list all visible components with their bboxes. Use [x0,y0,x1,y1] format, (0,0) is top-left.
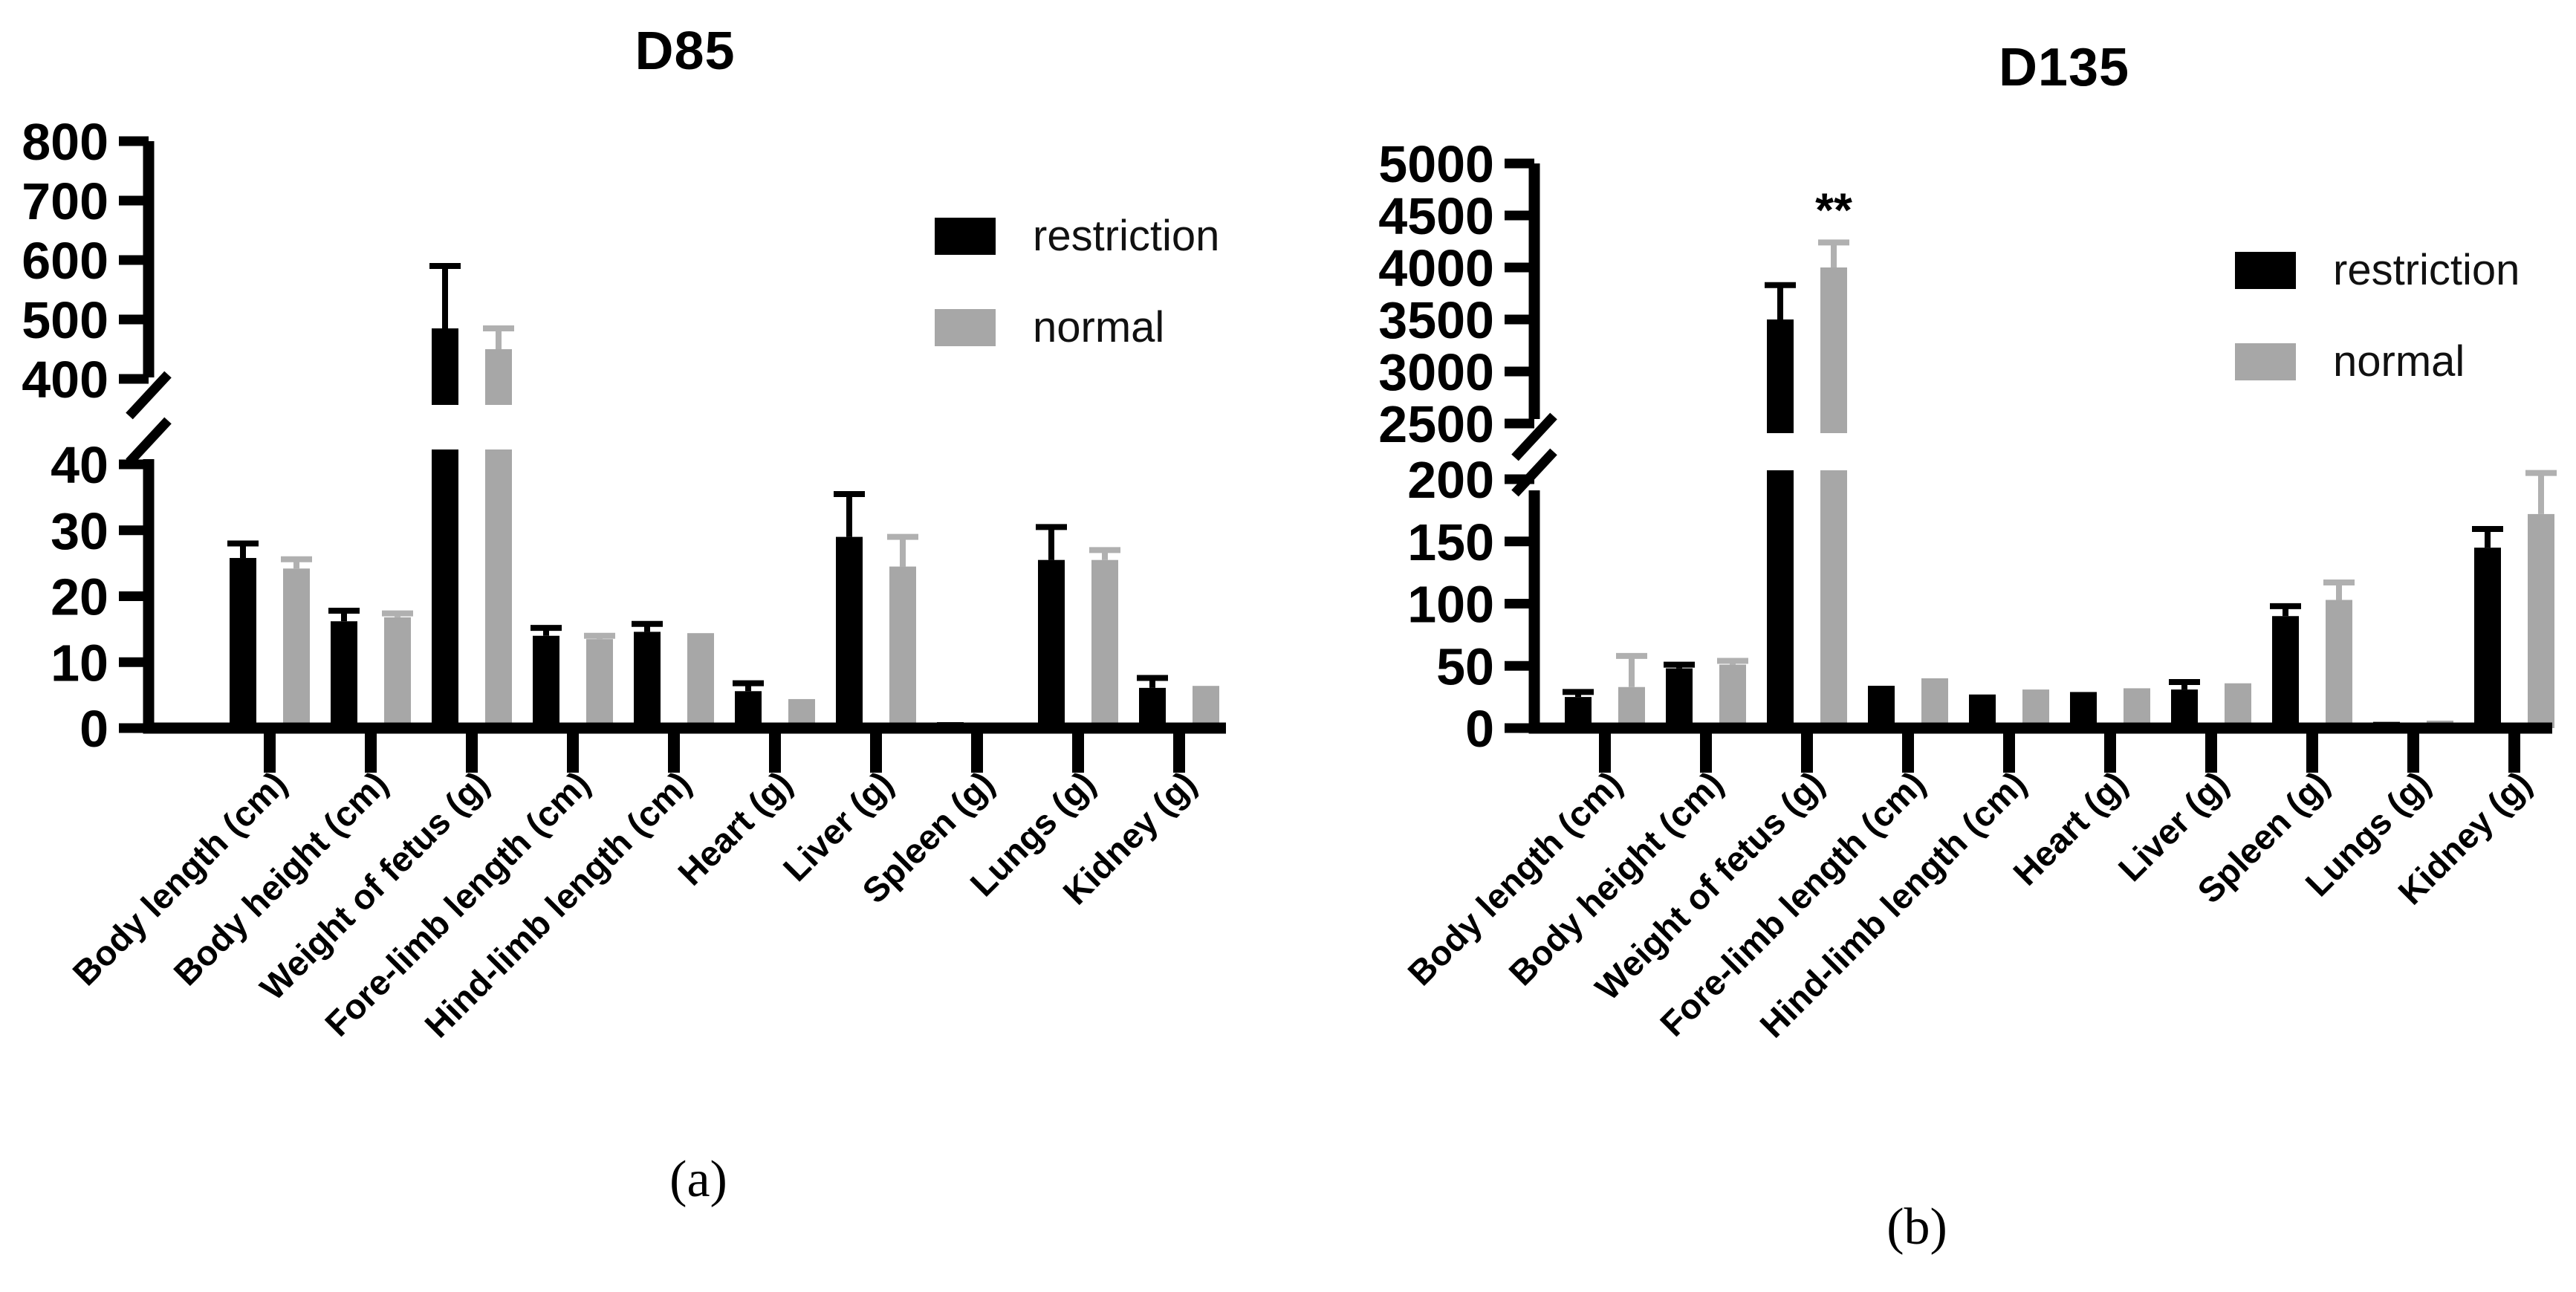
caption-a: (a) [669,1151,727,1208]
axis-break-mark [1511,412,1557,461]
legend-label-normal: normal [1033,303,1165,351]
bar-normal-fore-limb-length-cm [586,639,613,728]
axis-break-mark [126,371,172,420]
bar-restriction-kidney-g [1139,687,1166,728]
y-tick-label: 700 [22,172,108,230]
bar-restriction-body-height-cm [1666,668,1693,728]
legend-item-restriction: restriction [2235,245,2520,295]
panel-b-legend: restriction normal [2235,245,2520,386]
y-tick-label: 600 [22,232,108,290]
bar-normal-weight-of-fetus-g-lower [485,449,512,728]
legend-item-normal: normal [935,302,1219,352]
axis-break-mark [1511,448,1557,497]
bar-normal-body-length-cm [1618,686,1645,728]
bar-restriction-weight-of-fetus-g-lower [1767,470,1794,728]
panel-a-title: D85 [635,22,736,81]
bar-normal-spleen-g [2326,600,2352,728]
y-tick-label: 20 [51,568,108,626]
bar-normal-hind-limb-length-cm [2022,689,2049,728]
bar-normal-kidney-g [1193,686,1219,728]
bar-restriction-spleen-g [2272,616,2299,728]
restriction-swatch-icon [2235,251,2296,289]
y-tick-label: 800 [22,113,108,171]
legend-label-normal: normal [2333,337,2465,386]
bar-restriction-lungs-g [1038,559,1065,728]
y-tick-label: 2500 [1378,395,1494,453]
y-tick-label: 4500 [1378,187,1494,245]
legend-label-restriction: restriction [1033,212,1220,260]
bar-restriction-heart-g [2070,692,2097,728]
y-tick-label: 150 [1407,513,1494,571]
bar-restriction-hind-limb-length-cm [1969,694,1996,728]
bar-normal-body-length-cm [283,568,310,728]
bar-restriction-weight-of-fetus-g-lower [432,449,458,728]
y-tick-label: 4000 [1378,239,1494,297]
bar-normal-body-height-cm [1719,664,1746,728]
bar-restriction-body-height-cm [331,621,357,728]
y-tick-label: 200 [1407,451,1494,509]
legend-item-restriction: restriction [935,211,1219,261]
y-tick-label: 3500 [1378,291,1494,349]
caption-b: (b) [1886,1198,1947,1256]
bar-normal-hind-limb-length-cm [687,633,714,728]
bar-normal-body-height-cm [384,617,411,728]
legend-label-restriction: restriction [2333,246,2520,294]
axis-break-mark [126,417,172,466]
bar-restriction-weight-of-fetus-g-upper [1767,319,1794,433]
bar-normal-lungs-g [1091,559,1118,728]
bar-restriction-fore-limb-length-cm [1868,686,1895,728]
bar-normal-fore-limb-length-cm [1921,678,1948,728]
y-tick-label: 100 [1407,576,1494,634]
normal-swatch-icon [935,308,996,346]
bar-restriction-heart-g [735,691,762,728]
y-tick-label: 30 [51,502,108,560]
bar-restriction-kidney-g [2474,548,2501,728]
bar-normal-weight-of-fetus-g-upper [485,349,512,405]
y-tick-label: 40 [51,436,108,494]
panel-a-legend: restriction normal [935,211,1219,352]
bar-restriction-hind-limb-length-cm [634,632,661,728]
legend-item-normal: normal [2235,337,2520,386]
y-tick-label: 400 [22,351,108,409]
bar-normal-heart-g [2124,688,2150,728]
bar-restriction-fore-limb-length-cm [533,635,559,728]
bar-normal-liver-g [889,566,916,728]
bar-normal-kidney-g [2528,513,2554,728]
bar-normal-liver-g [2225,683,2251,728]
y-tick-label: 0 [1465,700,1494,758]
y-tick-label: 50 [1436,637,1494,695]
significance-marker: ** [1815,183,1852,236]
bar-restriction-liver-g [836,536,863,728]
bar-normal-weight-of-fetus-g-lower [1820,470,1847,728]
y-tick-label: 5000 [1378,135,1494,193]
y-tick-label: 3000 [1378,343,1494,401]
y-tick-label: 500 [22,291,108,349]
panel-b-title: D135 [1998,38,2130,97]
y-tick-label: 10 [51,634,108,692]
restriction-swatch-icon [935,217,996,255]
y-tick-label: 0 [80,700,108,758]
normal-swatch-icon [2235,343,2296,380]
bar-restriction-weight-of-fetus-g-upper [432,328,458,405]
bar-restriction-liver-g [2171,689,2198,728]
bar-restriction-body-length-cm [230,558,256,728]
bar-normal-weight-of-fetus-g-upper [1820,267,1847,433]
